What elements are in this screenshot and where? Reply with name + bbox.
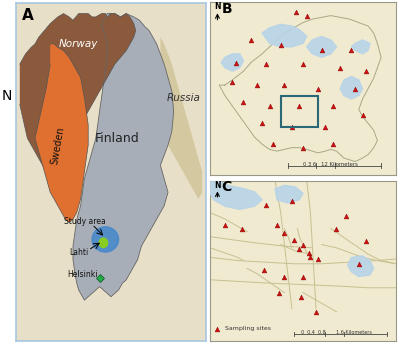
Polygon shape (160, 37, 202, 199)
Polygon shape (348, 256, 374, 277)
Text: Finland: Finland (94, 132, 139, 145)
Ellipse shape (99, 238, 108, 248)
Text: Sampling sites: Sampling sites (225, 326, 271, 331)
Polygon shape (351, 40, 370, 54)
Text: Lahti: Lahti (69, 248, 88, 257)
Polygon shape (210, 181, 262, 209)
Text: N: N (2, 89, 12, 103)
Polygon shape (275, 185, 303, 203)
Text: Russia: Russia (166, 93, 200, 103)
Ellipse shape (92, 227, 119, 252)
Polygon shape (35, 44, 88, 223)
Text: B: B (222, 2, 232, 16)
Polygon shape (307, 36, 336, 57)
Text: A: A (22, 8, 33, 23)
Text: 0 3 6   12 Kilometers: 0 3 6 12 Kilometers (304, 162, 358, 167)
Polygon shape (262, 24, 307, 47)
Text: Helsinki: Helsinki (67, 270, 98, 279)
Text: 0  0.4  0.8       1.6 Kilometers: 0 0.4 0.8 1.6 Kilometers (301, 330, 372, 335)
Text: Study area: Study area (64, 217, 105, 226)
Text: C: C (222, 180, 232, 194)
Text: Sweden: Sweden (50, 125, 66, 165)
Text: N: N (214, 2, 221, 11)
Text: N: N (214, 181, 221, 190)
Polygon shape (73, 13, 174, 300)
FancyArrow shape (4, 110, 11, 165)
Polygon shape (20, 13, 136, 179)
Polygon shape (219, 15, 381, 162)
Polygon shape (221, 54, 244, 71)
Polygon shape (340, 76, 362, 99)
Bar (281, 96, 318, 127)
Text: Norway: Norway (59, 39, 98, 49)
